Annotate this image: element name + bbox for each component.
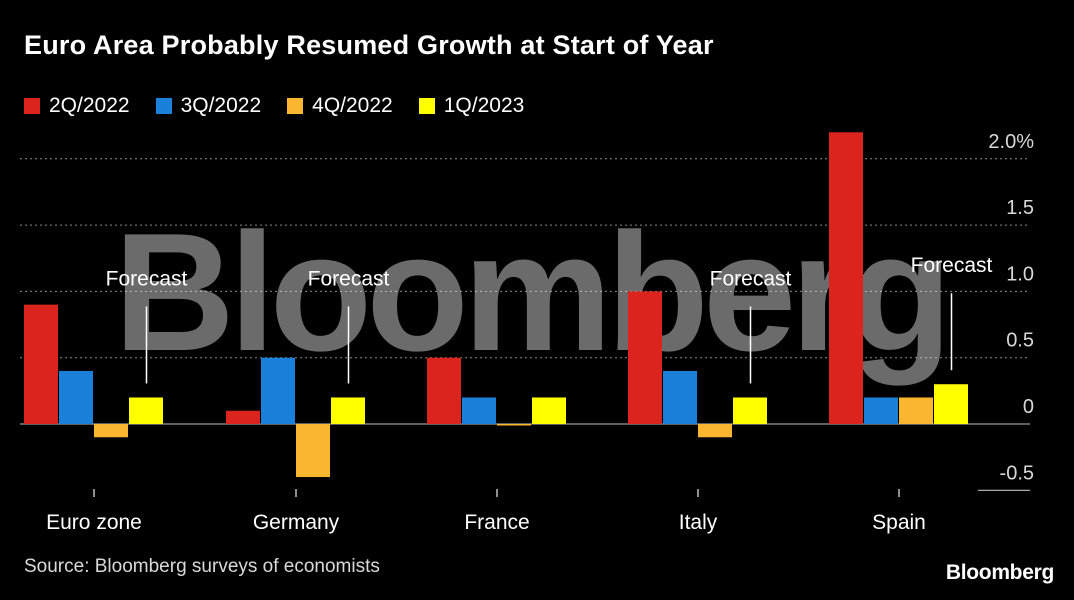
bar xyxy=(829,132,863,424)
legend-item: 2Q/2022 xyxy=(24,94,130,118)
forecast-label: Forecast xyxy=(106,267,188,290)
y-tick-label: 2.0% xyxy=(988,131,1034,153)
y-tick-label: 1.0 xyxy=(1006,263,1034,285)
y-tick-label: 0 xyxy=(1023,396,1034,418)
bar xyxy=(331,397,365,424)
chart-legend: 2Q/2022 3Q/2022 4Q/2022 1Q/2023 xyxy=(24,94,524,118)
legend-item: 3Q/2022 xyxy=(155,94,262,118)
bar xyxy=(427,357,461,424)
y-tick-label: -0.5 xyxy=(1000,462,1034,484)
bar xyxy=(226,410,260,424)
forecast-label: Forecast xyxy=(710,267,792,290)
legend-swatch xyxy=(24,98,40,114)
chart-title: Euro Area Probably Resumed Growth at Sta… xyxy=(24,30,714,60)
bar xyxy=(497,424,531,426)
bar xyxy=(532,397,566,424)
source-note: Source: Bloomberg surveys of economists xyxy=(24,556,380,577)
legend-label: 4Q/2022 xyxy=(312,94,393,117)
bar xyxy=(628,291,662,424)
bar xyxy=(261,357,295,424)
x-tick-label: France xyxy=(464,511,529,534)
legend-label: 3Q/2022 xyxy=(180,94,262,117)
bar xyxy=(934,384,968,424)
x-tick-label: Euro zone xyxy=(46,511,142,534)
legend-swatch xyxy=(418,98,435,114)
bar xyxy=(129,397,163,424)
bar xyxy=(462,397,496,424)
forecast-label: Forecast xyxy=(911,254,993,277)
bar xyxy=(59,370,93,424)
legend-item: 4Q/2022 xyxy=(287,94,393,118)
legend-swatch xyxy=(155,98,172,114)
bar xyxy=(698,424,732,438)
bar xyxy=(733,397,767,424)
legend-label: 1Q/2023 xyxy=(443,94,525,117)
legend-label: 2Q/2022 xyxy=(49,94,130,117)
y-tick-label: 0.5 xyxy=(1006,330,1034,352)
x-tick-label: Italy xyxy=(679,511,718,534)
forecast-label: Forecast xyxy=(308,267,390,290)
bar xyxy=(94,424,128,438)
legend-swatch xyxy=(287,98,304,114)
x-tick-label: Spain xyxy=(872,511,926,534)
bar xyxy=(899,397,933,424)
bloomberg-watermark: Bloomberg xyxy=(114,198,947,386)
y-tick-label: 1.5 xyxy=(1006,197,1034,219)
bar xyxy=(24,304,58,424)
bar xyxy=(296,424,330,478)
bar xyxy=(864,397,898,424)
bar xyxy=(663,370,697,424)
legend-item: 1Q/2023 xyxy=(418,94,525,118)
bloomberg-logo: Bloomberg xyxy=(945,561,1054,584)
x-tick-label: Germany xyxy=(253,511,340,534)
